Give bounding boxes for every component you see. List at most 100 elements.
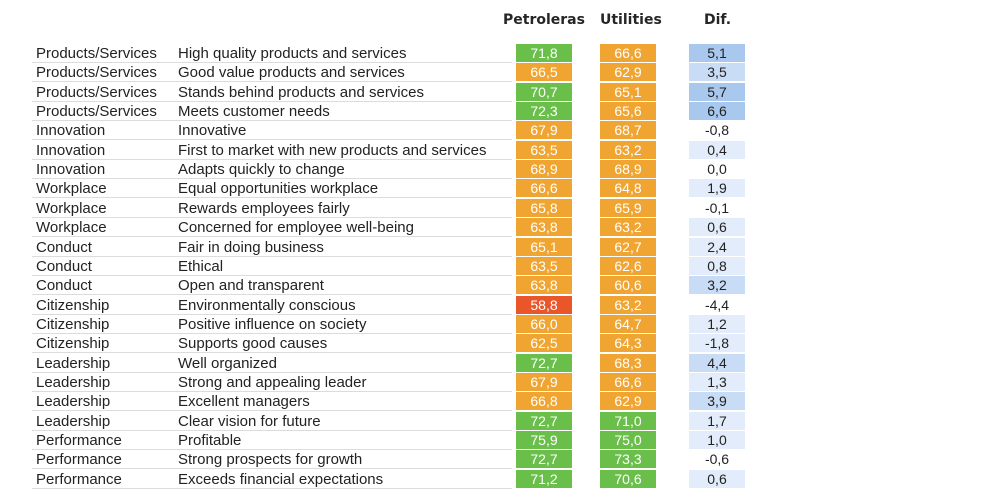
dif-cell: 0,6 (689, 218, 745, 236)
row-divider (32, 333, 512, 334)
row-attribute: Stands behind products and services (178, 84, 424, 101)
dif-cell: 1,0 (689, 431, 745, 449)
row-divider (32, 410, 512, 411)
row-category: Products/Services (36, 45, 157, 62)
table-row: Products/Services Meets customer needs (32, 102, 512, 121)
petroleras-cell: 67,9 (516, 373, 572, 391)
row-category: Leadership (36, 393, 111, 410)
table-row: Leadership Excellent managers (32, 392, 512, 411)
row-category: Citizenship (36, 335, 110, 352)
row-attribute: Equal opportunities workplace (178, 180, 379, 197)
row-divider (32, 314, 512, 315)
utilities-cell: 64,3 (600, 334, 656, 352)
table-row: Citizenship Positive influence on society (32, 315, 512, 334)
row-category: Innovation (36, 122, 106, 139)
petroleras-cell: 72,7 (516, 450, 572, 468)
row-divider (32, 372, 512, 373)
row-category: Performance (36, 432, 122, 449)
row-category: Products/Services (36, 64, 157, 81)
utilities-cell: 63,2 (600, 296, 656, 314)
row-divider (32, 449, 512, 450)
utilities-cell: 64,7 (600, 315, 656, 333)
row-category: Workplace (36, 180, 107, 197)
row-category: Innovation (36, 161, 106, 178)
row-divider (32, 256, 512, 257)
table-row: Conduct Fair in doing business (32, 238, 512, 257)
utilities-cell: 63,2 (600, 218, 656, 236)
dif-cell: 0,4 (689, 141, 745, 159)
dif-cell: -0,1 (689, 199, 745, 217)
row-attribute: Ethical (178, 258, 224, 275)
table-row: Innovation First to market with new produ… (32, 141, 512, 160)
dif-cell: 6,6 (689, 102, 745, 120)
dif-cell: -1,8 (689, 334, 745, 352)
petroleras-cell: 72,3 (516, 102, 572, 120)
table-row: Performance Exceeds financial expectation… (32, 470, 512, 489)
table-row: Citizenship Supports good causes (32, 334, 512, 353)
row-attribute: Strong and appealing leader (178, 374, 367, 391)
utilities-cell: 75,0 (600, 431, 656, 449)
row-divider (32, 101, 512, 102)
row-divider (32, 488, 512, 489)
row-divider (32, 217, 512, 218)
row-divider (32, 391, 512, 392)
row-category: Performance (36, 471, 122, 488)
row-divider (32, 275, 512, 276)
row-category: Conduct (36, 277, 92, 294)
petroleras-cell: 71,8 (516, 44, 572, 62)
row-attribute: Innovative (178, 122, 247, 139)
utilities-cell: 62,9 (600, 392, 656, 410)
row-category: Conduct (36, 258, 92, 275)
dif-cell: 5,7 (689, 83, 745, 101)
row-divider (32, 430, 512, 431)
utilities-cell: 68,9 (600, 160, 656, 178)
petroleras-cell: 58,8 (516, 296, 572, 314)
header-petroleras: Petroleras (503, 12, 585, 28)
row-divider (32, 352, 512, 353)
row-divider (32, 178, 512, 179)
row-category: Leadership (36, 355, 111, 372)
petroleras-cell: 65,8 (516, 199, 572, 217)
row-attribute: Open and transparent (178, 277, 324, 294)
row-category: Products/Services (36, 84, 157, 101)
dif-cell: 1,9 (689, 179, 745, 197)
petroleras-cell: 63,5 (516, 257, 572, 275)
row-attribute: Environmentally conscious (178, 297, 356, 314)
row-attribute: Fair in doing business (178, 239, 324, 256)
row-divider (32, 159, 512, 160)
row-category: Products/Services (36, 103, 157, 120)
row-category: Workplace (36, 200, 107, 217)
row-divider (32, 468, 512, 469)
dif-cell: 2,4 (689, 238, 745, 256)
utilities-cell: 68,7 (600, 121, 656, 139)
petroleras-cell: 72,7 (516, 412, 572, 430)
table-row: Innovation Innovative (32, 121, 512, 140)
table-row: Performance Strong prospects for growth (32, 450, 512, 469)
dif-cell: 0,6 (689, 470, 745, 488)
row-attribute: Meets customer needs (178, 103, 330, 120)
petroleras-cell: 66,6 (516, 179, 572, 197)
petroleras-cell: 63,8 (516, 218, 572, 236)
petroleras-cell: 66,8 (516, 392, 572, 410)
petroleras-cell: 66,5 (516, 63, 572, 81)
row-attribute: First to market with new products and se… (178, 142, 487, 159)
row-category: Performance (36, 451, 122, 468)
row-divider (32, 120, 512, 121)
utilities-cell: 70,6 (600, 470, 656, 488)
row-attribute: Clear vision for future (178, 413, 321, 430)
petroleras-cell: 72,7 (516, 354, 572, 372)
utilities-cell: 65,9 (600, 199, 656, 217)
table-row: Workplace Rewards employees fairly (32, 199, 512, 218)
row-attribute: Rewards employees fairly (178, 200, 350, 217)
row-divider (32, 294, 512, 295)
row-category: Workplace (36, 219, 107, 236)
utilities-cell: 62,6 (600, 257, 656, 275)
utilities-cell: 62,9 (600, 63, 656, 81)
dif-cell: 3,9 (689, 392, 745, 410)
row-attribute: Adapts quickly to change (178, 161, 345, 178)
utilities-cell: 66,6 (600, 373, 656, 391)
table-row: Products/Services High quality products a… (32, 44, 512, 63)
utilities-cell: 73,3 (600, 450, 656, 468)
header-dif: Dif. (704, 12, 732, 28)
table-row: Innovation Adapts quickly to change (32, 160, 512, 179)
